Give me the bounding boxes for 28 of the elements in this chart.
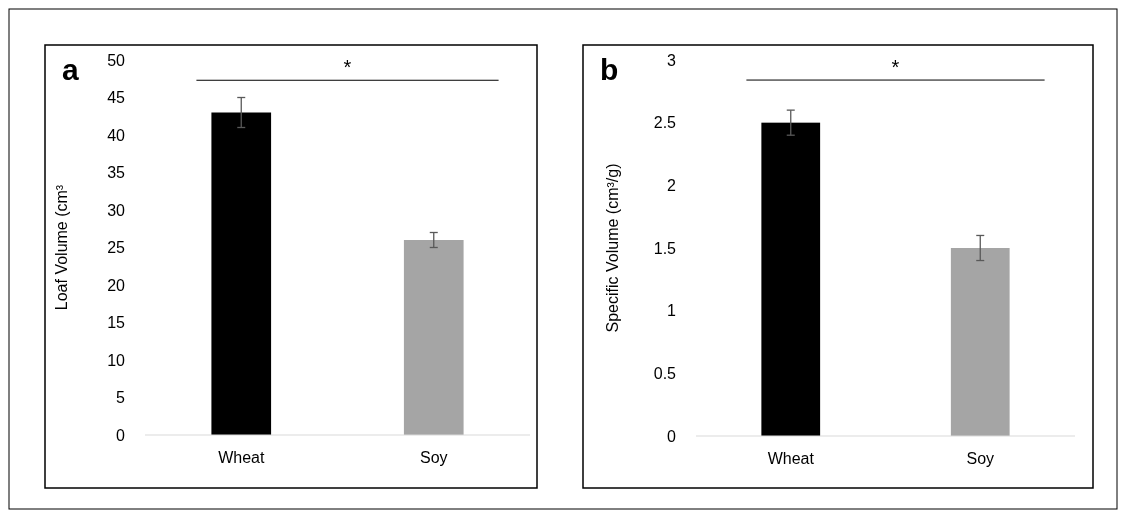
chart-title: b <box>600 53 619 86</box>
y-tick-label: 35 <box>107 164 126 182</box>
y-tick-label: 2.5 <box>653 114 677 132</box>
y-tick-label: 20 <box>107 276 126 294</box>
y-tick-label: 45 <box>107 89 126 107</box>
chart-title: a <box>62 53 79 86</box>
y-tick-label: 3 <box>667 51 677 69</box>
y-axis-title: Loaf Volume (cm³ <box>53 184 70 311</box>
ref-line-label: * <box>891 56 900 79</box>
y-axis-title: Specific Volume (cm³/g) <box>604 163 621 333</box>
x-tick-label: Wheat <box>218 449 265 466</box>
y-tick-label: 25 <box>107 239 126 257</box>
y-tick-label: 2 <box>667 176 677 194</box>
y-tick-label: 15 <box>107 314 126 332</box>
x-tick-label: Wheat <box>767 450 815 467</box>
y-tick-label: 0 <box>116 426 126 444</box>
y-tick-label: 0 <box>667 427 677 445</box>
x-tick-label: Soy <box>419 449 448 466</box>
y-tick-label: 0.5 <box>653 364 677 382</box>
x-tick-label: Soy <box>966 450 995 467</box>
y-tick-label: 5 <box>116 389 126 407</box>
ref-line-label: * <box>343 56 352 79</box>
y-tick-label: 30 <box>107 201 126 219</box>
y-tick-label: 40 <box>107 126 126 144</box>
y-tick-label: 1 <box>667 302 677 320</box>
y-tick-label: 10 <box>107 351 126 369</box>
y-tick-label: 50 <box>107 51 126 69</box>
y-tick-label: 1.5 <box>653 239 677 257</box>
